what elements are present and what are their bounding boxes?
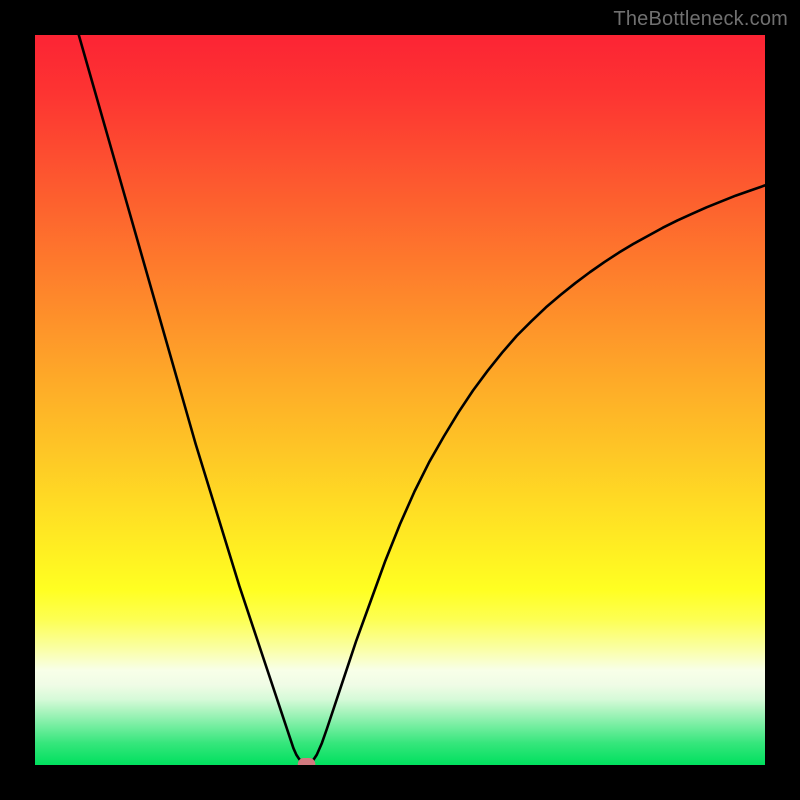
minimum-marker [298,758,316,765]
watermark-text: TheBottleneck.com [613,8,788,31]
chart-container: TheBottleneck.com [0,0,800,800]
bottleneck-chart [35,35,765,765]
gradient-background [35,35,765,765]
